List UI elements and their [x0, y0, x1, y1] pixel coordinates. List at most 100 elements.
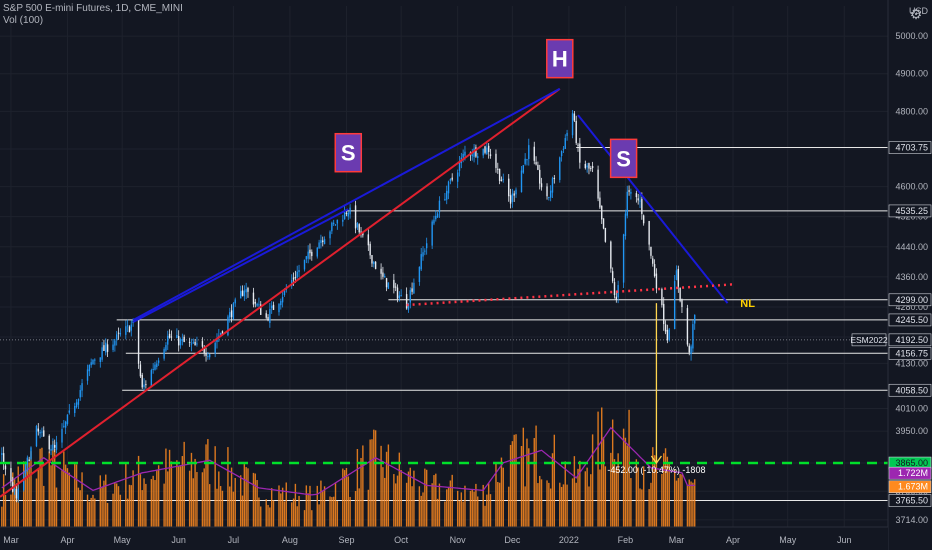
volume-indicator-label[interactable]: Vol (100): [3, 15, 44, 26]
volume-bar: [322, 491, 324, 527]
candle-body: [86, 369, 89, 381]
volume-bar: [692, 482, 694, 527]
settings-icon[interactable]: ⚙: [909, 6, 923, 22]
candle-body: [26, 457, 29, 466]
volume-bar: [252, 472, 255, 527]
candle-body: [77, 399, 80, 405]
x-tick-label: Mar: [669, 535, 685, 545]
candle-body: [690, 346, 692, 355]
level-badge: 4156.75: [895, 348, 928, 358]
symbol-tag-bg: [851, 333, 887, 347]
candle-body: [143, 384, 145, 388]
volume-bar: [447, 487, 450, 527]
volume-bar: [267, 504, 269, 527]
volume-bar: [207, 439, 209, 527]
volume-bar: [418, 486, 421, 527]
candle-body: [447, 181, 450, 194]
volume-bar: [2, 474, 5, 527]
volume-bar: [239, 475, 242, 527]
volume-bar: [229, 486, 231, 527]
volume-bar: [334, 482, 337, 527]
candle-body: [487, 145, 490, 152]
volume-bar: [451, 474, 453, 527]
candle-body: [128, 326, 131, 333]
candle-body: [524, 158, 526, 165]
candle-body: [2, 453, 5, 464]
candle-body: [349, 207, 351, 215]
volume-bar: [420, 495, 422, 527]
volume-bar: [610, 452, 612, 527]
y-tick-label: 4010.00: [895, 404, 928, 414]
volume-bar: [486, 494, 488, 527]
candle-body: [28, 459, 30, 462]
volume-bar: [298, 495, 300, 527]
candle-body: [688, 345, 690, 353]
candle-body: [560, 151, 563, 157]
candle-body: [309, 249, 311, 254]
volume-bar: [115, 483, 118, 527]
candle-body: [30, 447, 32, 460]
candle-body: [673, 281, 676, 330]
volume-bar: [167, 471, 169, 527]
candle-body: [176, 335, 178, 339]
candle-body: [208, 354, 211, 358]
candle-body: [342, 219, 344, 222]
candle-body: [114, 340, 116, 346]
volume-bar: [535, 425, 537, 527]
candle-body: [145, 384, 147, 386]
candle-body: [305, 256, 308, 260]
candle-body: [398, 295, 401, 299]
candle-body: [624, 213, 627, 237]
volume-bar: [528, 448, 530, 527]
head-marker-box: [546, 38, 574, 79]
volume-bar: [132, 470, 134, 527]
candle-body: [502, 178, 504, 180]
volume-bar: [362, 445, 364, 527]
volume-bar: [345, 468, 348, 527]
volume-bar: [214, 446, 216, 527]
candle-body: [622, 234, 625, 283]
candle-body: [411, 288, 413, 292]
x-tick-label: Feb: [618, 535, 634, 545]
volume-bar: [526, 438, 528, 527]
volume-bar: [384, 477, 386, 527]
level-badge-bg: [888, 204, 932, 218]
volume-bar: [533, 438, 535, 527]
volume-bar: [668, 464, 670, 527]
candle-body: [590, 168, 592, 170]
volume-bar: [331, 497, 333, 527]
volume-bar: [650, 482, 652, 527]
volume-bar: [347, 476, 349, 527]
volume-bar: [597, 411, 599, 527]
volume-bar: [63, 451, 65, 527]
candle-body: [562, 148, 565, 150]
candle-body: [369, 243, 371, 256]
volume-bar: [444, 501, 446, 527]
volume-bar: [508, 486, 510, 527]
candle-body: [296, 271, 298, 278]
candle-body: [360, 231, 362, 233]
volume-bar: [227, 447, 229, 527]
candle-body: [207, 356, 209, 358]
volume-bar: [562, 484, 565, 527]
volume-bar: [194, 458, 196, 527]
candle-body: [668, 329, 670, 340]
volume-bar: [176, 460, 178, 527]
candle-body: [652, 258, 654, 264]
candle-body: [367, 234, 370, 246]
candle-body: [515, 189, 517, 195]
volume-bar: [296, 506, 298, 527]
candle-body: [192, 342, 194, 344]
volume-bar: [28, 462, 30, 527]
candle-body: [418, 266, 421, 282]
volume-bar: [438, 483, 441, 527]
candle-body: [610, 241, 612, 269]
volume-bar: [12, 472, 14, 527]
candle-body: [106, 344, 109, 352]
candle-body: [681, 299, 683, 308]
candle-body: [10, 468, 12, 481]
candle-body: [675, 270, 678, 281]
candle-body: [157, 360, 160, 363]
volume-bar: [256, 480, 258, 527]
